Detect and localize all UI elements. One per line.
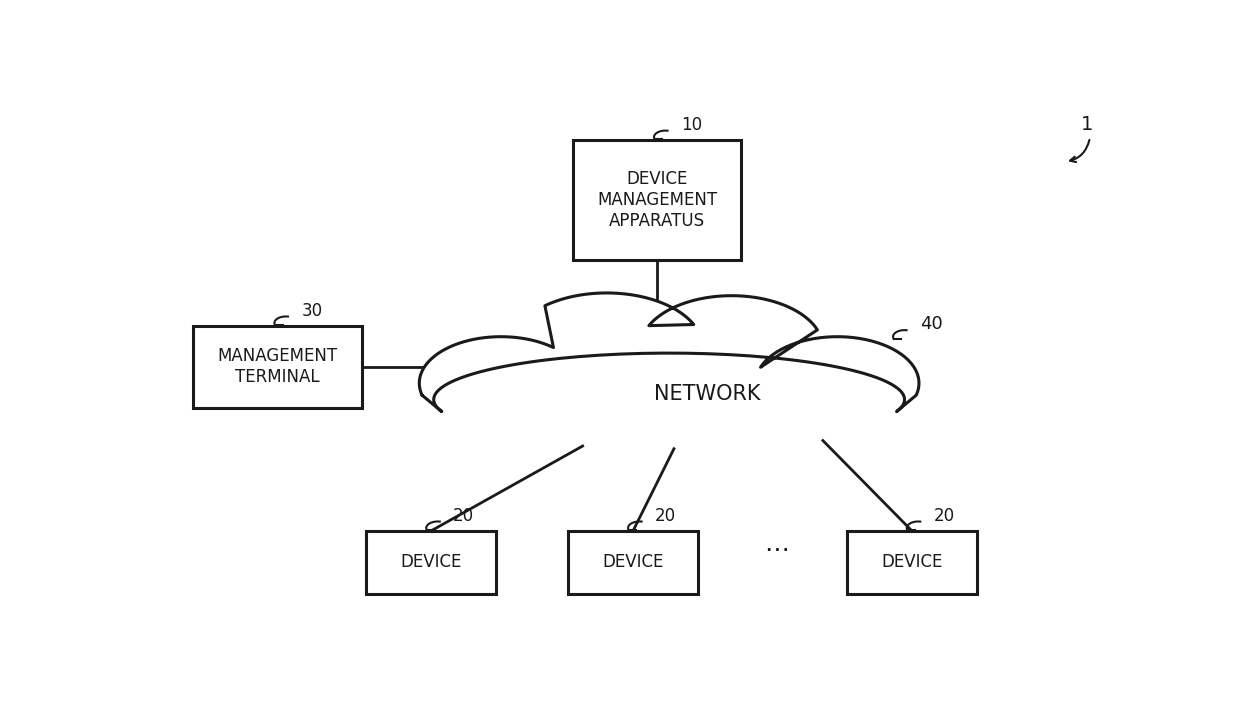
FancyBboxPatch shape xyxy=(847,531,977,594)
Text: DEVICE: DEVICE xyxy=(882,553,942,572)
FancyBboxPatch shape xyxy=(193,326,362,408)
Text: 20: 20 xyxy=(655,507,676,525)
Text: NETWORK: NETWORK xyxy=(655,384,761,404)
Text: 40: 40 xyxy=(920,315,942,334)
Polygon shape xyxy=(419,293,919,412)
Text: 30: 30 xyxy=(301,302,322,320)
Text: DEVICE: DEVICE xyxy=(401,553,463,572)
Text: 20: 20 xyxy=(453,507,474,525)
Text: 10: 10 xyxy=(681,116,702,134)
Text: MANAGEMENT
TERMINAL: MANAGEMENT TERMINAL xyxy=(217,347,337,386)
FancyBboxPatch shape xyxy=(568,531,698,594)
Text: …: … xyxy=(764,532,789,557)
Text: 20: 20 xyxy=(934,507,955,525)
FancyBboxPatch shape xyxy=(573,140,742,260)
FancyBboxPatch shape xyxy=(367,531,496,594)
Text: 1: 1 xyxy=(1081,116,1094,134)
Text: DEVICE
MANAGEMENT
APPARATUS: DEVICE MANAGEMENT APPARATUS xyxy=(596,170,717,230)
Text: DEVICE: DEVICE xyxy=(603,553,663,572)
